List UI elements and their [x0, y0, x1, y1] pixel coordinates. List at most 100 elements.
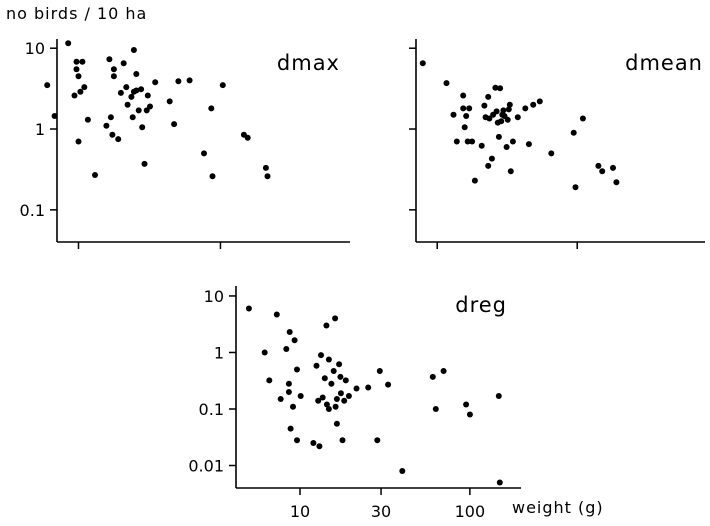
- dreg-x-tick-label: 100: [455, 502, 486, 521]
- dmean-point: [570, 129, 577, 136]
- dmax-y-tick-label: 1: [35, 120, 45, 139]
- dmean-point: [505, 106, 512, 113]
- dmean-point: [453, 138, 460, 145]
- dmax-panel-title: dmax: [277, 51, 340, 75]
- dreg-point: [376, 368, 383, 374]
- dreg-y-tick-label: 10: [204, 287, 224, 306]
- dmean-point: [471, 177, 478, 184]
- dmean-point: [548, 150, 555, 157]
- dmax-point: [81, 84, 88, 91]
- dmax-point: [44, 82, 51, 89]
- dreg-point: [333, 396, 340, 402]
- dmean-point: [507, 168, 514, 175]
- dmax-point: [129, 114, 136, 121]
- dreg-point: [337, 373, 344, 380]
- dmean-point: [450, 111, 457, 118]
- dreg-point: [321, 375, 328, 382]
- dreg-point: [495, 393, 502, 399]
- dmean-point: [460, 92, 467, 99]
- dmean-point: [419, 60, 426, 67]
- dmax-point: [109, 131, 116, 138]
- dreg-x-tick-label: 30: [371, 502, 391, 521]
- dreg-point: [283, 346, 290, 352]
- dreg-point: [332, 315, 339, 322]
- dmean-point: [536, 98, 543, 105]
- dmean-point: [492, 84, 499, 91]
- dmean-point: [522, 105, 529, 112]
- dreg-point: [440, 368, 447, 374]
- dreg-point: [330, 368, 337, 374]
- dmean-point: [461, 124, 468, 131]
- dreg-point: [332, 403, 339, 410]
- dreg-point: [365, 384, 372, 391]
- dmax-point: [219, 82, 226, 89]
- dmean-point: [579, 115, 586, 122]
- dreg-point: [316, 443, 323, 450]
- dmax-point: [106, 56, 113, 63]
- dmax-point: [123, 84, 130, 91]
- dreg-point: [286, 329, 293, 335]
- dmax-point: [73, 58, 80, 65]
- dmax-point: [92, 172, 98, 178]
- dmean-panel-title: dmean: [625, 51, 703, 75]
- dreg-point: [273, 311, 280, 318]
- dmax-point: [152, 79, 159, 86]
- dmax-point: [128, 93, 135, 100]
- dmax-point: [79, 58, 86, 65]
- dmax-point: [186, 77, 193, 84]
- dreg-point: [374, 437, 381, 444]
- dmax-point: [75, 138, 82, 145]
- dreg-point: [290, 403, 296, 410]
- dreg-y-tick-label: 1: [214, 343, 224, 362]
- dmean-point: [463, 113, 470, 119]
- dreg-point: [285, 380, 292, 387]
- dmax-point: [65, 40, 72, 47]
- dreg-y-tick-label: 0.1: [199, 400, 224, 419]
- dreg-point: [313, 362, 320, 369]
- dmean-point: [485, 93, 492, 100]
- dreg-point: [277, 396, 284, 402]
- dmean-point: [504, 116, 511, 123]
- dmax-point: [133, 87, 140, 94]
- dreg-point: [466, 411, 473, 418]
- dreg-point: [297, 393, 304, 399]
- dmean-point: [469, 138, 476, 145]
- dmean-point: [595, 162, 602, 169]
- dmean-point: [530, 101, 537, 108]
- dmean-point: [509, 138, 516, 145]
- dreg-x-tick-label: 10: [290, 502, 310, 521]
- dmax-point: [171, 121, 178, 128]
- dmax-point: [208, 105, 215, 112]
- dmean-point: [497, 85, 504, 92]
- dreg-point: [323, 401, 330, 408]
- dreg-point: [310, 440, 317, 446]
- dmax-point: [144, 92, 151, 99]
- dreg-point: [339, 437, 346, 444]
- dmean-point: [466, 105, 473, 112]
- dmax-point: [264, 173, 271, 180]
- dreg-point: [245, 305, 252, 312]
- dmax-point: [201, 150, 207, 157]
- dmax-point: [77, 88, 84, 95]
- dmean-point: [572, 184, 579, 191]
- dmax-point: [71, 92, 78, 99]
- dmean-point: [443, 80, 450, 87]
- dmax-point: [110, 66, 117, 73]
- panel-dreg: 10 1 0.1 0.01 10 30 100 dreg: [188, 286, 521, 521]
- dmax-point: [147, 103, 153, 110]
- dreg-point: [399, 468, 406, 474]
- dmean-point: [485, 162, 492, 169]
- dmax-point: [244, 134, 251, 141]
- dmax-point: [115, 136, 122, 143]
- dreg-point: [266, 377, 273, 384]
- dmax-point: [120, 60, 127, 67]
- dreg-point: [318, 352, 324, 359]
- dmax-point: [138, 86, 145, 93]
- dreg-point: [432, 406, 439, 412]
- dreg-point: [345, 393, 352, 399]
- dmax-point: [107, 114, 114, 121]
- dmax-point: [51, 113, 58, 119]
- dmax-point: [141, 160, 148, 167]
- dmean-point: [599, 168, 606, 175]
